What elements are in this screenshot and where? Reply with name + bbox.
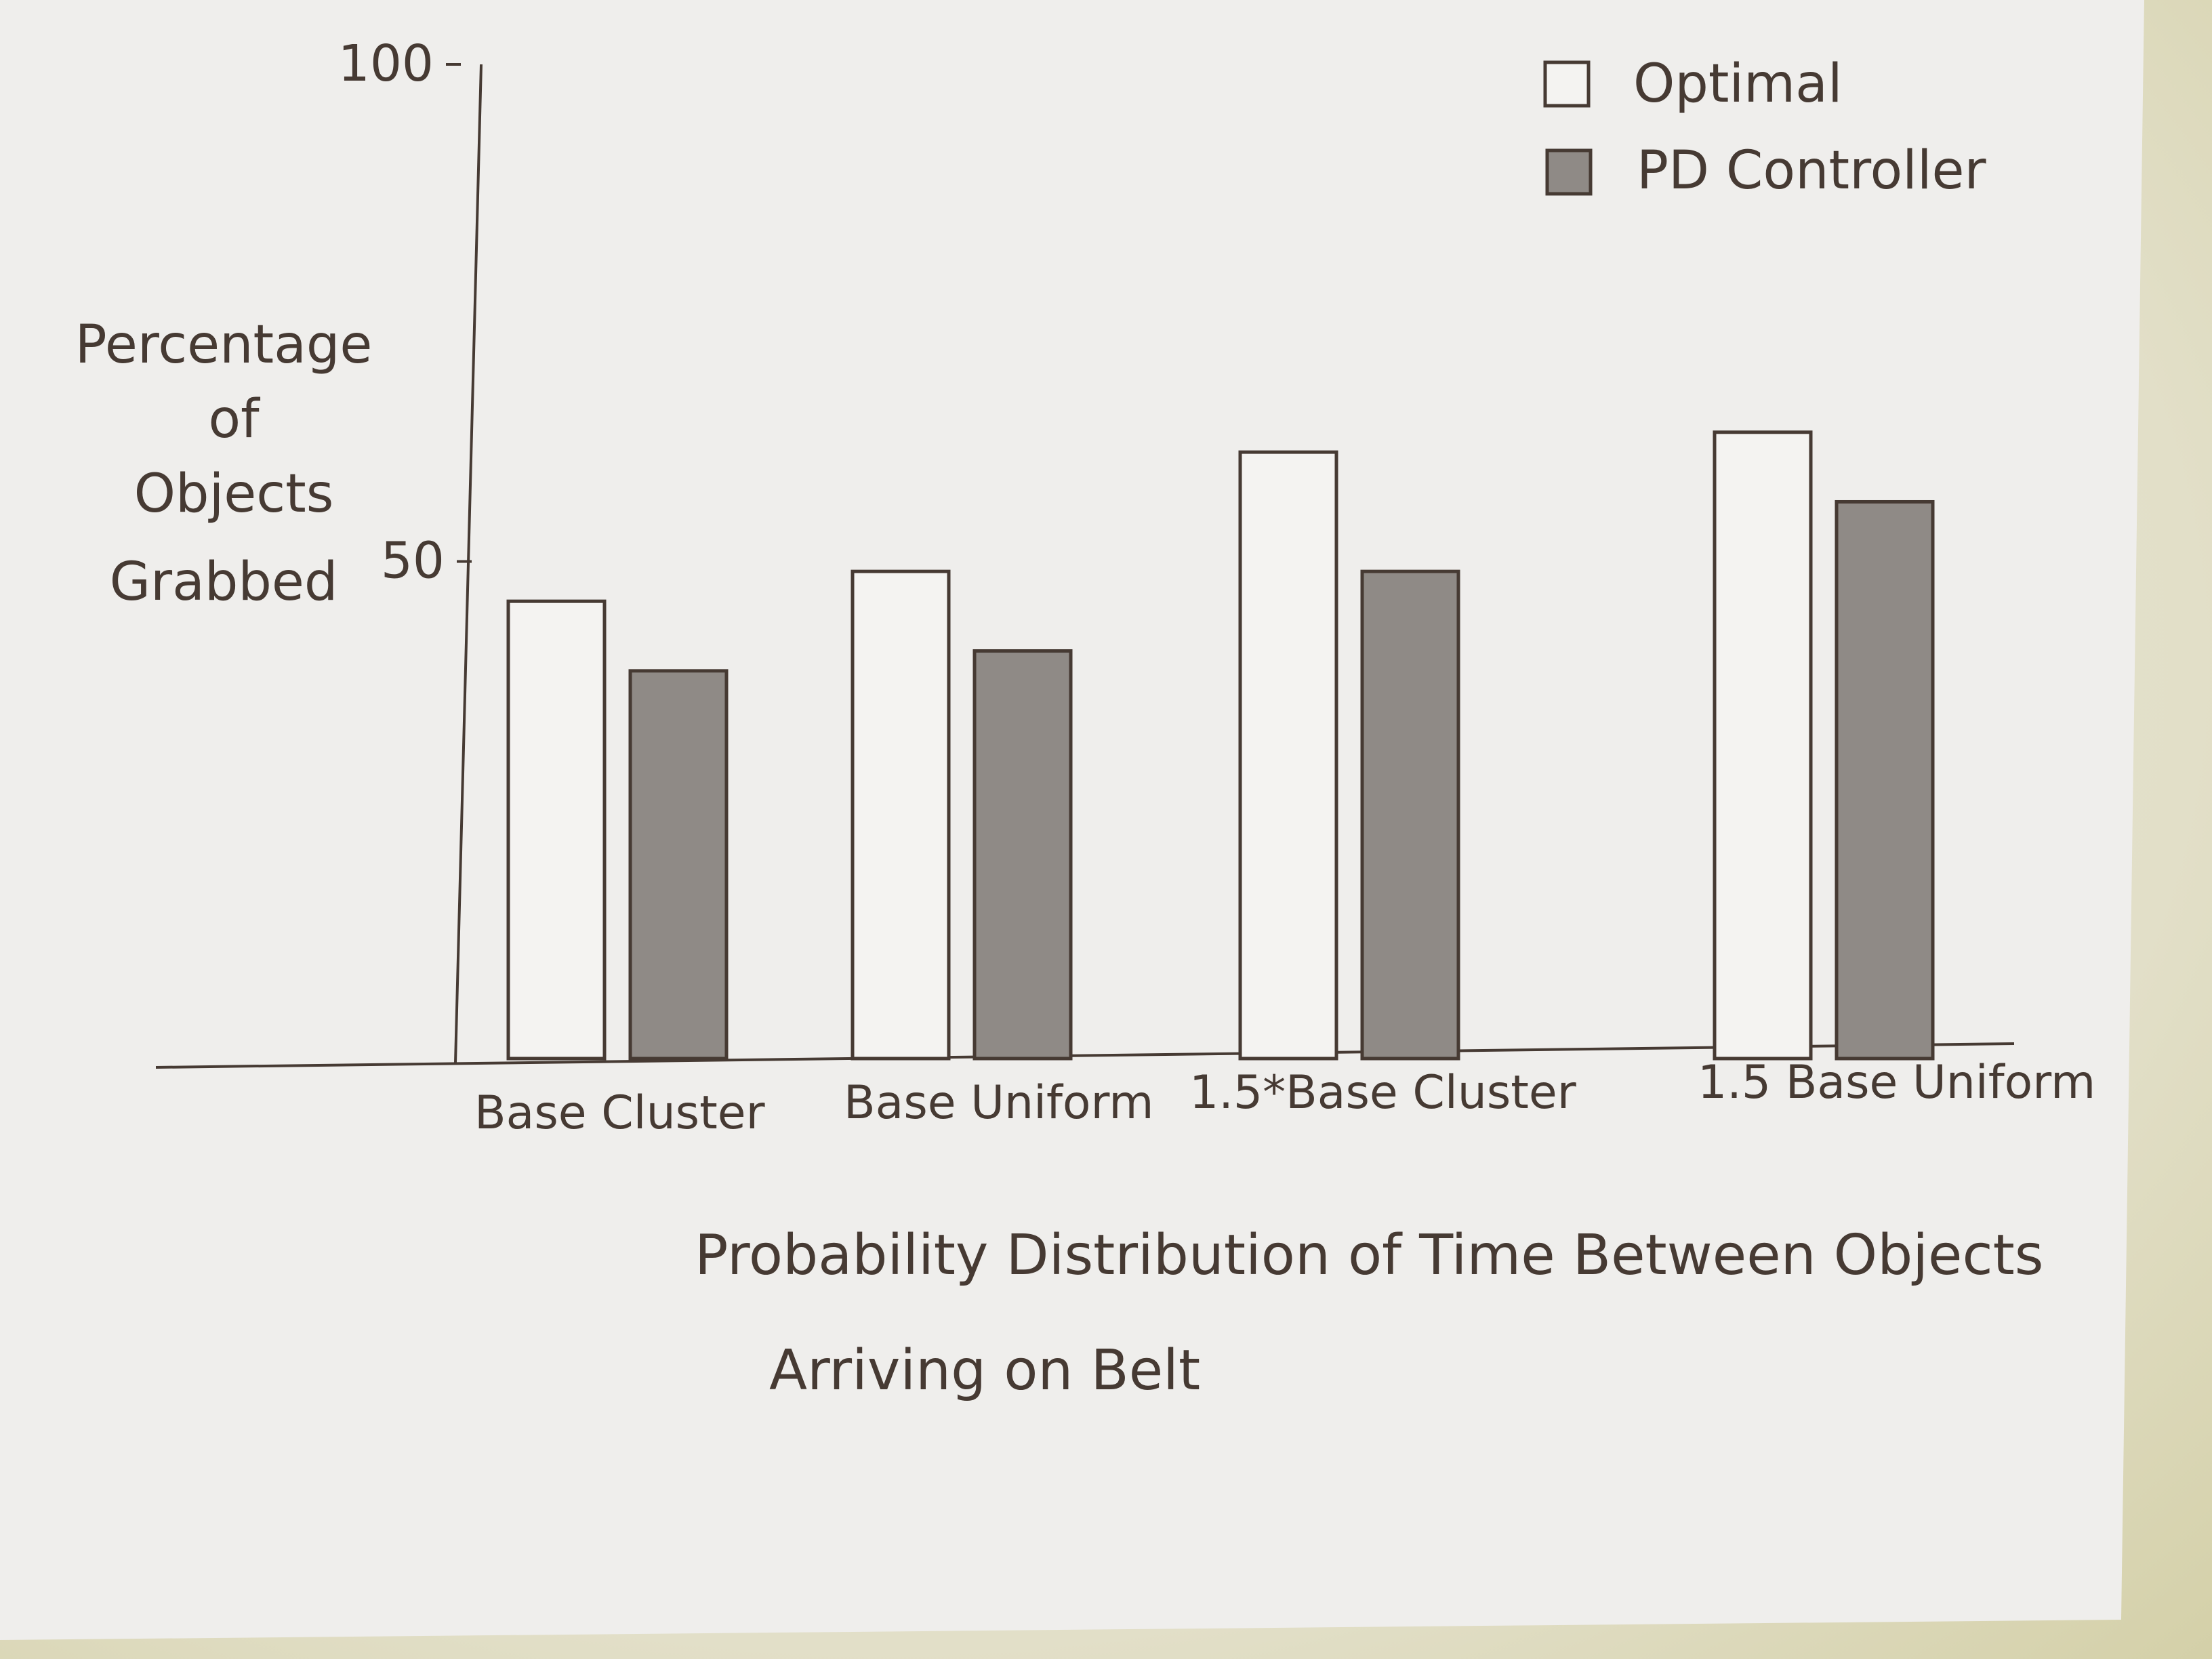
legend-label-pd-controller: PD Controller <box>1637 140 1987 201</box>
ylabel-line-4: Grabbed <box>110 552 338 613</box>
bar-optimal <box>851 569 951 1061</box>
x-axis-title: Probability Distribution of Time Between… <box>695 1223 2043 1403</box>
bar-optimal <box>1713 430 1813 1061</box>
xlabel-line-1: Probability Distribution of Time Between… <box>695 1223 2043 1288</box>
x-tick-label: 1.5 Base Uniform <box>1698 1056 2095 1109</box>
ylabel-line-2: of <box>208 389 260 450</box>
legend-swatch-pd-controller <box>1545 148 1593 196</box>
y-ticks: 50 100 <box>338 35 472 590</box>
legend: Optimal PD Controller <box>1543 54 1987 201</box>
ylabel-line-3: Objects <box>134 464 334 525</box>
x-tick-label: Base Uniform <box>844 1076 1154 1130</box>
x-tick-labels: Base Cluster Base Uniform 1.5*Base Cluster… <box>474 1056 2095 1140</box>
x-tick-label: Base Cluster <box>474 1086 765 1140</box>
x-tick-label: 1.5*Base Cluster <box>1189 1066 1576 1120</box>
bar-pd-controller <box>1835 499 1935 1061</box>
y-axis-title: Percentage of Objects Grabbed <box>75 314 373 613</box>
plot-area: 50 100 Base Cluster Base Uniform 1.5*Base C… <box>155 35 2095 1140</box>
ylabel-line-1: Percentage <box>75 314 373 375</box>
legend-label-optimal: Optimal <box>1633 54 1843 115</box>
bar-optimal <box>506 599 607 1061</box>
bar-pd-controller <box>1360 569 1460 1061</box>
bars <box>506 430 1935 1061</box>
y-tick-label: 100 <box>338 35 434 93</box>
xlabel-line-2: Arriving on Belt <box>769 1338 1200 1403</box>
bar-optimal <box>1238 450 1338 1061</box>
legend-swatch-optimal <box>1543 60 1591 108</box>
x-axis <box>155 1042 2015 1069</box>
y-tick-label: 50 <box>381 532 445 590</box>
bar-pd-controller <box>972 649 1073 1061</box>
y-axis <box>454 64 483 1063</box>
bar-pd-controller <box>628 669 729 1061</box>
